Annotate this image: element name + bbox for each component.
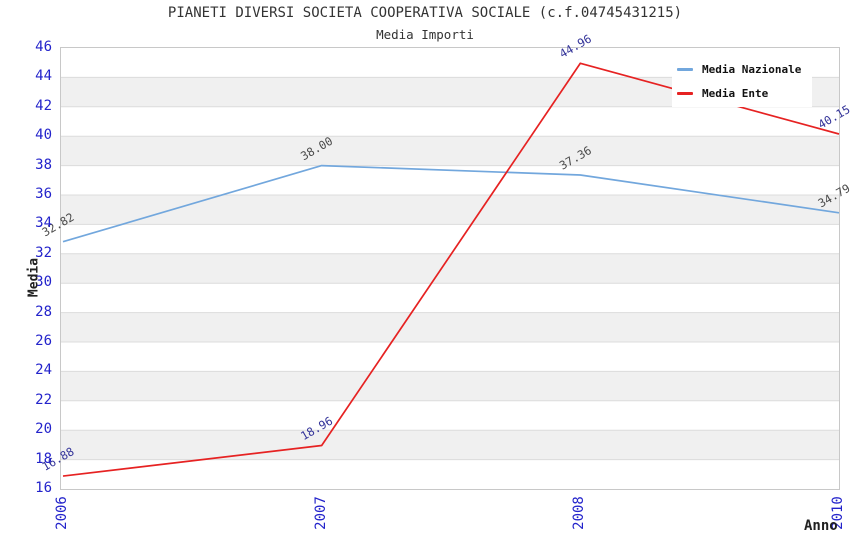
y-tick-label: 36 xyxy=(35,186,52,202)
y-tick-label: 44 xyxy=(35,68,52,85)
y-tick-label: 18 xyxy=(35,450,52,467)
y-tick-label: 28 xyxy=(35,303,52,320)
plot-band xyxy=(61,459,839,489)
y-tick-label: 22 xyxy=(35,391,52,408)
y-tick-label: 16 xyxy=(35,480,52,496)
plot-area: 32.82 38.00 37.36 34.79 16.88 18.96 44.96 40.15 xyxy=(40,31,850,490)
legend: Media Nazionale Media Ente xyxy=(672,57,812,107)
legend-item-label: Media Nazionale xyxy=(702,62,802,76)
plot-band xyxy=(61,224,839,254)
plot-band xyxy=(61,283,839,313)
x-tick-label: 2008 xyxy=(571,496,588,530)
chart-subtitle: Media Importi xyxy=(376,27,474,42)
plot-band xyxy=(61,195,839,225)
plot-band xyxy=(61,312,839,342)
y-tick-label: 32 xyxy=(35,244,52,261)
chart-title: PIANETI DIVERSI SOCIETA COOPERATIVA SOCI… xyxy=(167,5,683,21)
y-tick-label: 34 xyxy=(35,215,52,232)
legend-swatch-blue-line-icon xyxy=(677,67,693,71)
y-tick-label: 26 xyxy=(35,333,52,349)
y-axis-title: Media xyxy=(26,257,42,298)
y-tick-label: 30 xyxy=(35,274,52,291)
plot-band xyxy=(61,400,839,431)
plot-band xyxy=(61,430,839,460)
legend-item-media-ente[interactable]: Media Ente xyxy=(672,81,812,105)
y-tick-label: 38 xyxy=(35,156,52,173)
y-tick-label: 40 xyxy=(35,127,52,144)
x-tick-label: 2007 xyxy=(312,496,329,530)
plot-band xyxy=(61,136,839,166)
line-series-0 xyxy=(62,164,840,243)
legend-item-label: Media Ente xyxy=(702,86,769,100)
y-tick-label: 24 xyxy=(35,362,52,379)
legend-item-media-nazionale[interactable]: Media Nazionale xyxy=(672,57,812,81)
x-tick-label: 2006 xyxy=(54,496,70,530)
plot-band xyxy=(61,342,839,372)
legend-swatch-red-line-icon xyxy=(677,91,693,95)
y-tick-label: 46 xyxy=(35,39,52,55)
x-axis-title: Anno xyxy=(804,518,838,534)
y-tick-label: 42 xyxy=(35,97,52,114)
plot-band xyxy=(61,371,839,401)
plot-band xyxy=(61,253,839,284)
y-tick-label: 20 xyxy=(35,421,52,438)
plot-band xyxy=(61,106,839,137)
